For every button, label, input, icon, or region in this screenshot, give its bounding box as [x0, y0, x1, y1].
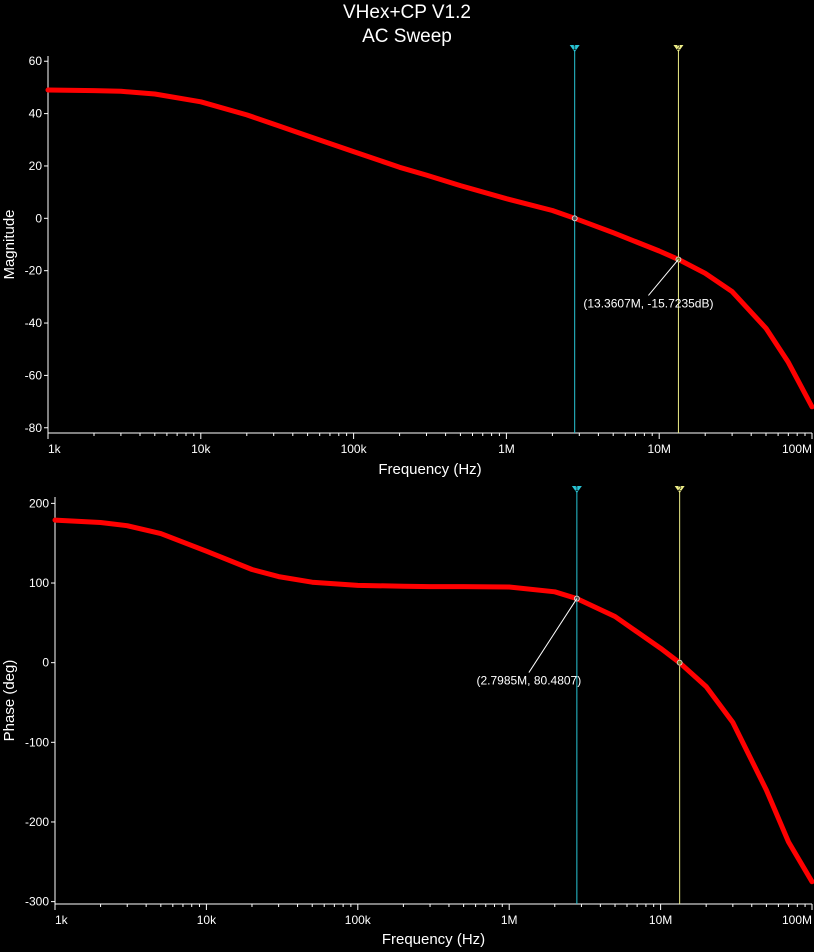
- callout-leader: [528, 598, 578, 673]
- chart-title: VHex+CP V1.2: [343, 2, 471, 23]
- y-tick-label: 60: [29, 54, 43, 68]
- x-tick-label: 100M: [782, 913, 812, 927]
- cursor-marker-icon: [674, 486, 685, 493]
- x-tick-label: 1k: [48, 442, 62, 456]
- x-tick-label: 1M: [501, 913, 518, 927]
- x-tick-label: 100M: [782, 442, 812, 456]
- x-tick-label: 10k: [197, 913, 217, 927]
- callout-leader: [648, 259, 679, 296]
- cursor-readout-label: (13.3607M, -15.7235dB): [583, 296, 713, 310]
- y-tick-label: -100: [25, 735, 49, 749]
- x-tick-label: 1k: [55, 913, 69, 927]
- y-tick-label: 200: [29, 496, 49, 510]
- cursor-marker-number: 2: [678, 486, 682, 493]
- x-tick-label: 1M: [498, 442, 515, 456]
- cursor-marker-number: 2: [676, 45, 680, 52]
- x-tick-label: 100k: [341, 442, 368, 456]
- y-tick-label: -300: [25, 895, 49, 909]
- y-axis-label: Magnitude: [1, 209, 18, 279]
- series-line: [45, 87, 814, 410]
- cursor-marker-number: 1: [573, 45, 577, 52]
- y-tick-label: 20: [29, 159, 43, 173]
- x-tick-label: 10k: [191, 442, 211, 456]
- cursor-intersection-point: [571, 215, 578, 222]
- y-tick-label: -200: [25, 815, 49, 829]
- y-tick-label: 40: [29, 107, 43, 121]
- y-tick-label: -20: [25, 264, 43, 278]
- cursor-intersection-point: [676, 659, 683, 666]
- cursor-marker-icon: [673, 45, 684, 52]
- cursor-marker-icon: [571, 486, 582, 493]
- x-tick-label: 100k: [345, 913, 372, 927]
- y-axis-label: Phase (deg): [1, 660, 18, 742]
- x-axis-label: Frequency (Hz): [382, 931, 485, 948]
- x-tick-label: 10M: [649, 913, 672, 927]
- y-tick-label: 0: [42, 656, 49, 670]
- y-tick-label: -60: [25, 368, 43, 382]
- cursor-marker-icon: [569, 45, 580, 52]
- series-line: [52, 517, 814, 885]
- y-tick-label: -80: [25, 421, 43, 435]
- x-tick-label: 10M: [648, 442, 671, 456]
- magnitude-plot: 60 40 20 0 -20 -40 -60 -80 1k 10k 100k 1M 10M 100M Fre…: [1, 45, 814, 478]
- y-tick-label: 100: [29, 576, 49, 590]
- x-axis-label: Frequency (Hz): [378, 461, 481, 478]
- y-tick-label: 0: [35, 211, 42, 225]
- cursor-readout-label: (2.7985M, 80.4807): [476, 674, 581, 688]
- y-tick-label: -40: [25, 316, 43, 330]
- cursor-marker-number: 1: [575, 486, 579, 493]
- chart-subtitle: AC Sweep: [362, 26, 452, 47]
